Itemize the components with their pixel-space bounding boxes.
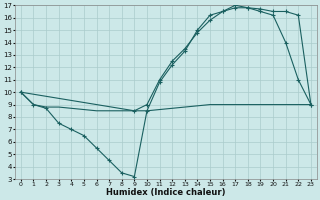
X-axis label: Humidex (Indice chaleur): Humidex (Indice chaleur) (106, 188, 226, 197)
